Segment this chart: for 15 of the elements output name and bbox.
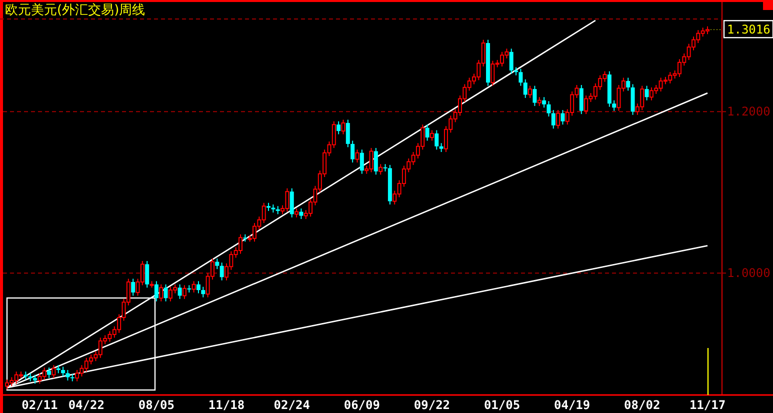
- x-tick-label: 06/09: [344, 398, 380, 412]
- x-tick-label: 11/17: [689, 398, 726, 412]
- x-tick-label: 02/11: [22, 398, 58, 412]
- x-tick-label: 01/05: [484, 398, 520, 412]
- x-tick-label: 09/22: [414, 398, 450, 412]
- y-tick-label: 1.0000: [727, 266, 770, 280]
- x-tick-label: 08/02: [624, 398, 660, 412]
- chart-title: 欧元美元(外汇交易)周线: [5, 2, 146, 18]
- x-tick-label: 04/19: [554, 398, 590, 412]
- x-tick-label: 11/18: [208, 398, 245, 412]
- x-tick-label: 08/05: [138, 398, 175, 412]
- annotation: 1.3016: [727, 22, 770, 37]
- x-tick-label: 02/24: [274, 398, 310, 412]
- y-tick-label: 1.2000: [727, 104, 770, 119]
- x-tick-label: 04/22: [68, 398, 104, 412]
